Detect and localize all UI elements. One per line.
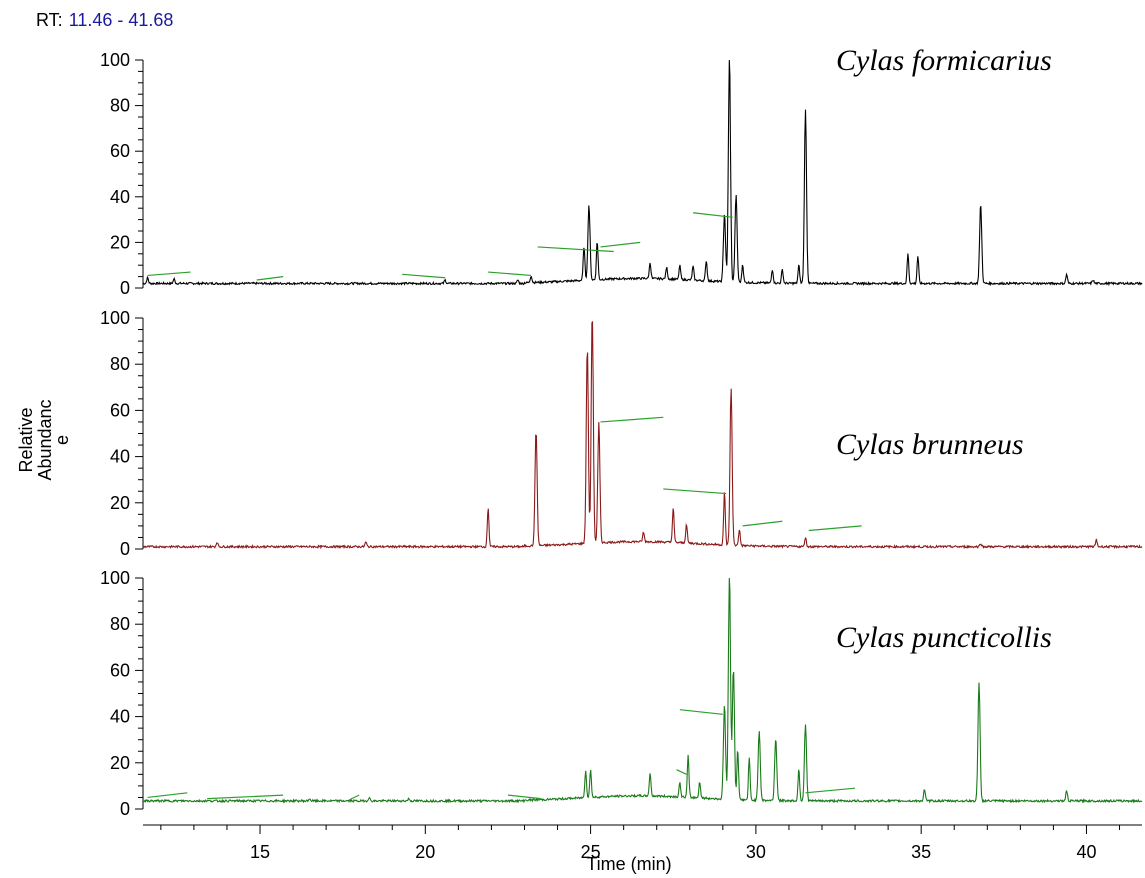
peak-annotation-mark <box>488 271 532 277</box>
peak-annotation-mark <box>742 520 783 527</box>
x-tick-label: 25 <box>581 842 601 862</box>
y-tick-label: 100 <box>100 568 130 588</box>
series-name-label: Cylas puncticollis <box>836 621 1052 654</box>
peak-annotation-mark <box>676 769 687 775</box>
series-trace <box>142 59 1143 287</box>
y-tick-label: 100 <box>100 50 130 70</box>
y-tick-label: 40 <box>110 707 130 727</box>
y-tick-label: 20 <box>110 753 130 773</box>
y-axis-title-line: e <box>52 435 72 445</box>
peak-annotation-mark <box>679 709 723 715</box>
x-axis-title: Time (min) <box>586 854 671 874</box>
y-axis-title: RelativeAbundance <box>16 399 72 480</box>
y-tick-label: 80 <box>110 614 130 634</box>
y-tick-label: 20 <box>110 493 130 513</box>
y-tick-label: 80 <box>110 96 130 116</box>
peak-annotation-mark <box>507 794 542 800</box>
peak-annotation-mark <box>805 787 856 794</box>
rt-header: RT: 11.46 - 41.68 <box>36 10 173 31</box>
y-tick-label: 0 <box>120 278 130 298</box>
x-tick-label: 40 <box>1076 842 1096 862</box>
peak-annotation-mark <box>402 273 446 279</box>
y-tick-label: 20 <box>110 232 130 252</box>
series-trace <box>142 321 1143 550</box>
peak-annotation-mark <box>147 792 188 799</box>
series-trace <box>142 577 1143 804</box>
y-tick-label: 60 <box>110 400 130 420</box>
x-tick-label: 35 <box>911 842 931 862</box>
peak-annotation-mark <box>600 241 641 248</box>
y-tick-label: 60 <box>110 141 130 161</box>
peak-annotation-mark <box>147 271 191 277</box>
peak-annotation-mark <box>808 525 862 532</box>
peak-annotation-mark <box>537 246 614 253</box>
peak-annotation-mark <box>693 212 733 218</box>
y-tick-label: 40 <box>110 447 130 467</box>
peak-annotation-mark <box>600 416 664 423</box>
y-axis-title-line: Relative <box>16 407 36 472</box>
series-name-label: Cylas brunneus <box>836 428 1024 461</box>
series-name-label: Cylas formicarius <box>836 44 1052 77</box>
y-tick-label: 0 <box>120 539 130 559</box>
peak-annotation-mark <box>663 488 727 495</box>
x-tick-label: 20 <box>415 842 435 862</box>
y-tick-label: 100 <box>100 308 130 328</box>
y-tick-label: 80 <box>110 354 130 374</box>
x-tick-label: 30 <box>746 842 766 862</box>
y-tick-label: 0 <box>120 799 130 819</box>
rt-label: RT: <box>36 10 63 30</box>
y-axis-title-line: Abundanc <box>35 399 55 480</box>
x-tick-label: 15 <box>250 842 270 862</box>
peak-annotation-mark <box>256 276 284 281</box>
peak-annotation-mark <box>207 794 284 800</box>
y-tick-label: 40 <box>110 187 130 207</box>
rt-range: 11.46 - 41.68 <box>68 10 174 30</box>
y-tick-label: 60 <box>110 660 130 680</box>
peak-annotation-mark <box>349 794 360 801</box>
